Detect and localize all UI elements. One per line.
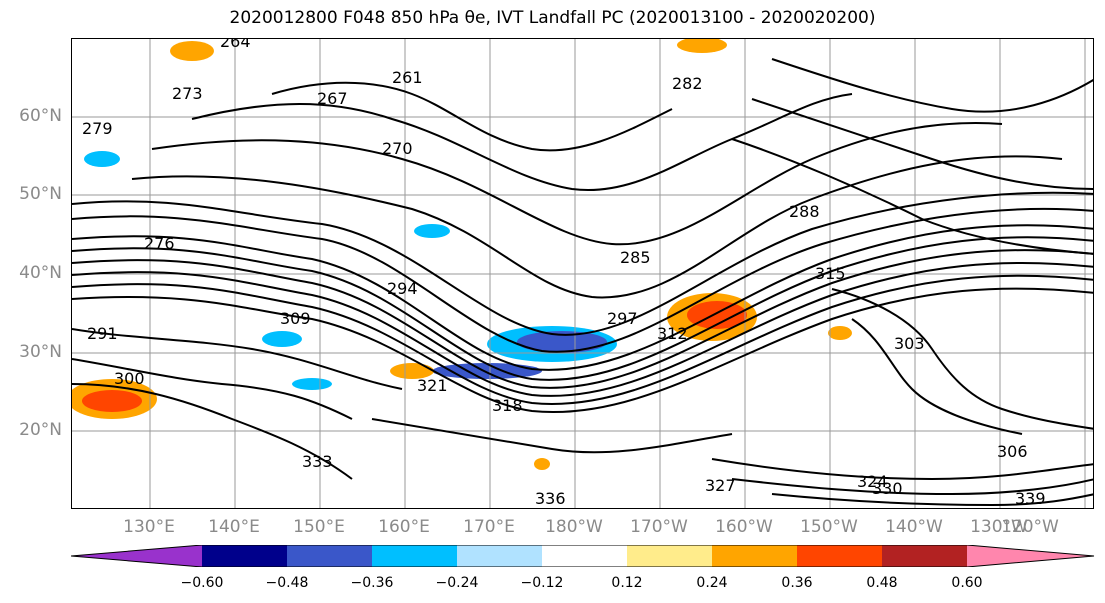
- shade-orange-s1: [390, 363, 434, 379]
- lon-label-170e: 170°E: [463, 517, 515, 537]
- colorbar-tick-7: 0.24: [696, 575, 728, 591]
- colorbar-tick-8: 0.36: [781, 575, 813, 591]
- theta-e-contours: [72, 58, 1093, 507]
- colorbar-tick-4: −0.24: [435, 575, 479, 591]
- contour-label-309: 309: [280, 309, 311, 328]
- colorbar-bin-8: [797, 545, 882, 567]
- colorbar-tick-10: 0.60: [951, 575, 983, 591]
- lon-label-150w: 150°W: [800, 517, 858, 537]
- shade-blue-strip: [432, 363, 542, 379]
- colorbar-tick-2: −0.48: [265, 575, 309, 591]
- lon-label-120w: 120°W: [1001, 517, 1059, 537]
- lat-label-20n: 20°N: [19, 420, 62, 440]
- colorbar-bin-6: [627, 545, 712, 567]
- contour-label-291: 291: [87, 324, 118, 343]
- contour-label-321: 321: [417, 376, 448, 395]
- colorbar-tick-1: −0.60: [180, 575, 224, 591]
- gridlines: [72, 39, 1093, 508]
- colorbar-bin-2: [287, 545, 372, 567]
- shade-cyan-2: [262, 331, 302, 347]
- colorbar-bin-3: [372, 545, 457, 567]
- shade-cyan-4: [292, 378, 332, 390]
- contour-label-300: 300: [114, 369, 145, 388]
- shade-red-central: [687, 301, 747, 329]
- contour-label-261: 261: [392, 68, 423, 87]
- map-svg: 264 261 267 270 273 276 279 282 285 288 …: [72, 39, 1093, 508]
- shade-cyan-nw: [84, 151, 120, 167]
- contour-label-306: 306: [997, 442, 1028, 461]
- contour-label-318: 318: [492, 396, 523, 415]
- contour-label-288: 288: [789, 202, 820, 221]
- shade-red-west: [82, 390, 142, 412]
- contour-label-285: 285: [620, 248, 651, 267]
- shade-orange-s2: [828, 326, 852, 340]
- colorbar-tick-3: −0.36: [350, 575, 394, 591]
- shade-cyan-3: [414, 224, 450, 238]
- lat-label-30n: 30°N: [19, 342, 62, 362]
- colorbar-extend-max: [967, 545, 1094, 567]
- map-plot-area: 264 261 267 270 273 276 279 282 285 288 …: [71, 38, 1094, 509]
- contour-label-324: 324: [857, 472, 888, 491]
- lon-label-160w: 160°W: [715, 517, 773, 537]
- contour-label-327: 327: [705, 476, 736, 495]
- lon-label-130w: 130°W: [970, 517, 1028, 537]
- colorbar-outline: [71, 545, 1095, 567]
- lon-label-140e: 140°E: [208, 517, 260, 537]
- colorbar-bin-7: [712, 545, 797, 567]
- contour-label-294: 294: [387, 279, 418, 298]
- lat-label-60n: 60°N: [19, 106, 62, 126]
- contour-label-312: 312: [657, 324, 688, 343]
- colorbar-tick-5: −0.12: [520, 575, 564, 591]
- contour-label-group: 264 261 267 270 273 276 279 282 285 288 …: [82, 39, 1046, 508]
- lon-label-160e: 160°E: [378, 517, 430, 537]
- contour-label-297: 297: [607, 309, 638, 328]
- contour-label-330: 330: [872, 479, 903, 498]
- contour-label-276: 276: [144, 234, 175, 253]
- contour-label-273: 273: [172, 84, 203, 103]
- lat-label-50n: 50°N: [19, 184, 62, 204]
- shaded-regions: [72, 39, 852, 470]
- colorbar-bin-1: [202, 545, 287, 567]
- colorbar-tick-9: 0.48: [866, 575, 898, 591]
- lon-label-180w: 180°W: [545, 517, 603, 537]
- colorbar-tick-6: 0.12: [611, 575, 643, 591]
- contour-label-303: 303: [894, 334, 925, 353]
- contour-label-282: 282: [672, 74, 703, 93]
- contour-label-270: 270: [382, 139, 413, 158]
- contour-label-279: 279: [82, 119, 113, 138]
- map-title: 2020012800 F048 850 hPa θe, IVT Landfall…: [229, 8, 876, 28]
- colorbar-extend-min: [71, 545, 202, 567]
- lon-label-140w: 140°W: [885, 517, 943, 537]
- shade-orange-n2: [677, 39, 727, 53]
- colorbar: [71, 545, 1095, 567]
- contour-label-315: 315: [815, 264, 846, 283]
- lon-label-130e: 130°E: [123, 517, 175, 537]
- colorbar-bin-4: [457, 545, 542, 567]
- lat-label-40n: 40°N: [19, 263, 62, 283]
- shade-orange-s3: [534, 458, 550, 470]
- contour-label-267: 267: [317, 89, 348, 108]
- colorbar-bin-9: [882, 545, 967, 567]
- shade-orange-n1: [170, 41, 214, 61]
- lon-label-150e: 150°E: [293, 517, 345, 537]
- shade-blue-central: [517, 331, 607, 353]
- colorbar-bin-5: [542, 545, 627, 567]
- contour-label-333: 333: [302, 452, 333, 471]
- contour-label-339: 339: [1015, 489, 1046, 508]
- contour-label-264: 264: [220, 39, 251, 51]
- contour-label-336: 336: [535, 489, 566, 508]
- lon-label-170w: 170°W: [630, 517, 688, 537]
